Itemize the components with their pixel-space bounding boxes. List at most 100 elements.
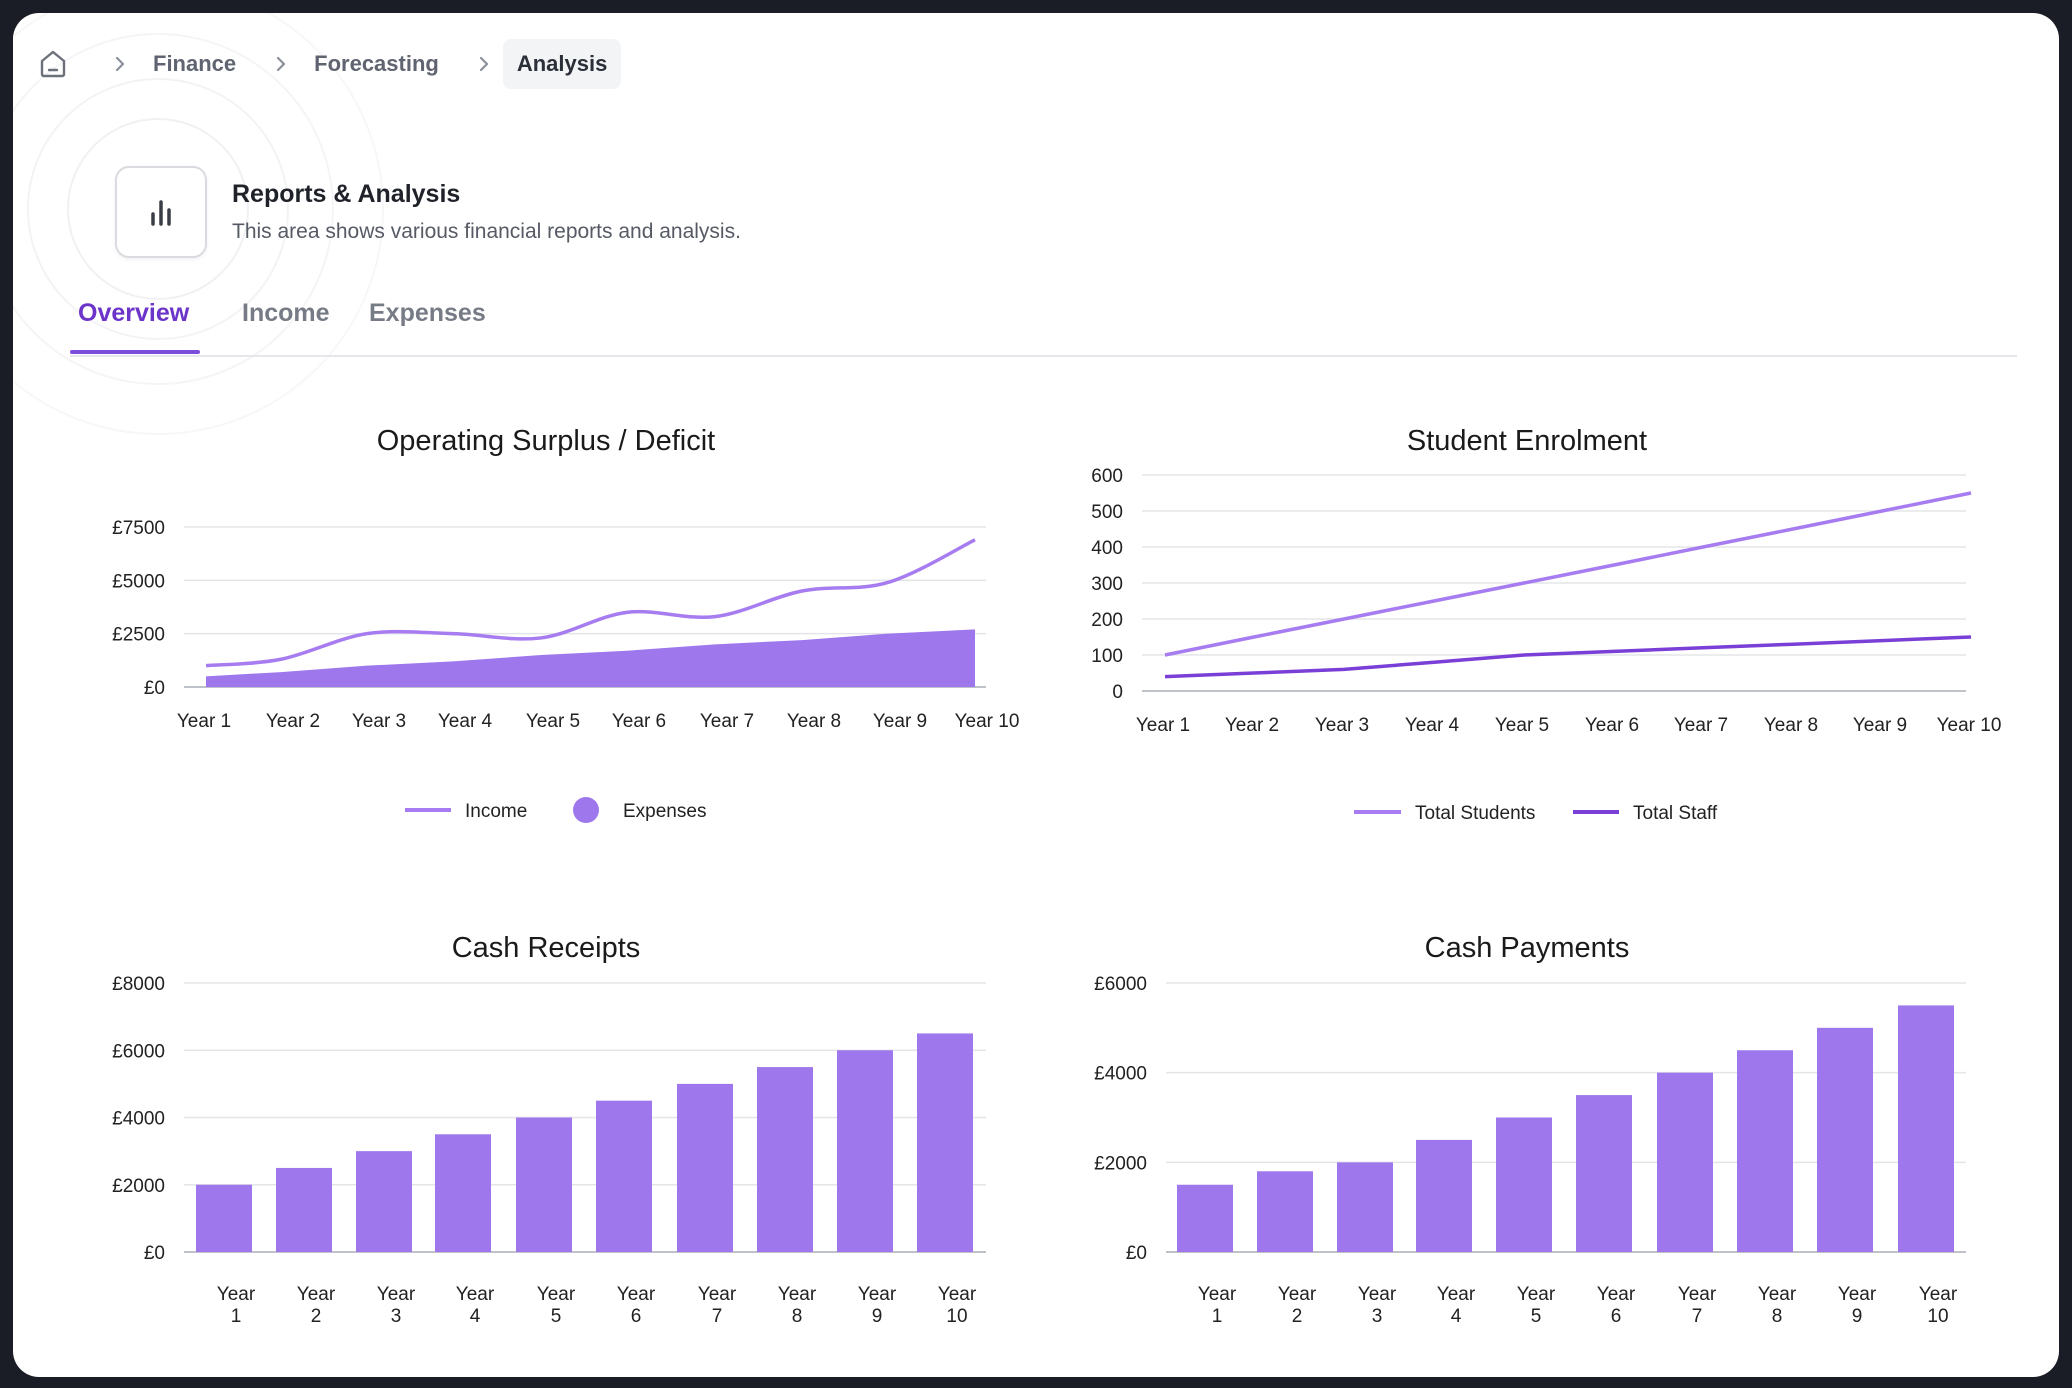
cash-receipts-chart-bar [196,1184,252,1252]
enrolment-chart-ytick-label: 100 [1091,646,1123,667]
breadcrumb-forecasting[interactable]: Forecasting [314,51,439,76]
enrolment-chart-ytick-label: 400 [1091,538,1123,559]
cash-payments-chart-ytick-label: £6000 [1094,974,1147,995]
surplus-chart-legend-income: Income [465,801,527,822]
cash-payments-chart-bar [1257,1171,1313,1252]
cash-payments-chart-xtick-label: Year 1 [1198,1284,1237,1327]
surplus-chart-title: Operating Surplus / Deficit [377,425,715,457]
enrolment-chart-ytick-label: 300 [1091,574,1123,595]
cash-payments-chart-xtick-label: Year 5 [1517,1284,1556,1327]
enrolment-chart-title: Student Enrolment [1407,425,1647,457]
enrolment-chart-xtick-label: Year 5 [1495,715,1549,736]
page-subtitle: This area shows various financial report… [232,220,741,243]
enrolment-chart-xtick-label: Year 9 [1853,715,1907,736]
charts-area: Operating Surplus / Deficit £0 £2500 £5000 £… [112,425,2002,1327]
page-title: Reports & Analysis [232,180,461,208]
cash-receipts-chart-bar [917,1033,973,1252]
cash-receipts-chart-xtick-label: Year 1 [217,1284,256,1327]
tab-overview[interactable]: Overview [78,299,190,327]
cash-receipts-chart-xtick-label: Year 7 [698,1284,737,1327]
surplus-chart-ytick-label: £2500 [112,625,165,646]
cash-receipts-chart-xtick-label: Year 9 [858,1284,897,1327]
enrolment-chart-xtick-label: Year 6 [1585,715,1639,736]
enrolment-chart-xtick-label: Year 4 [1405,715,1460,736]
enrolment-chart-xtick-label: Year 7 [1674,715,1728,736]
cash-payments-chart-ytick-label: £0 [1126,1243,1147,1264]
cash-payments-chart-xtick-label: Year 8 [1758,1284,1797,1327]
cash-payments-chart-bar [1898,1005,1954,1252]
enrolment-chart-series-staff-line [1164,635,1972,679]
cash-payments-chart-bar [1337,1162,1393,1252]
enrolment-chart-ytick-label: 200 [1091,610,1123,631]
cash-receipts-chart-ytick-label: £2000 [112,1176,165,1197]
surplus-chart-xtick-label: Year 7 [700,711,754,732]
enrolment-chart-ytick-label: 600 [1091,466,1123,487]
cash-payments-chart-xtick-label: Year 10 [1919,1284,1958,1327]
enrolment-chart-ytick-label: 500 [1091,502,1123,523]
surplus-chart-xtick-label: Year 10 [955,711,1020,732]
active-tab-indicator [70,350,200,354]
surplus-chart-xtick-label: Year 4 [438,711,493,732]
enrolment-chart-xtick-label: Year 8 [1764,715,1818,736]
surplus-chart-xtick-label: Year 5 [526,711,580,732]
enrolment-chart-xtick-label: Year 10 [1937,715,2002,736]
cash-receipts-chart-bar [837,1050,893,1252]
cash-receipts-chart-xtick-label: Year 4 [456,1284,495,1327]
enrolment-chart-xtick-label: Year 3 [1315,715,1369,736]
surplus-chart-legend-expenses: Expenses [623,801,706,822]
cash-payments-chart-bar [1416,1139,1472,1252]
cash-receipts-chart-xtick-label: Year 10 [938,1284,977,1327]
cash-receipts-chart-bar [677,1083,733,1252]
cash-payments-chart-bar [1657,1072,1713,1252]
cash-payments-chart-title: Cash Payments [1425,932,1630,964]
enrolment-chart-ytick-label: 0 [1112,682,1123,703]
app-window: Finance Forecasting Analysis Reports & A… [13,13,2059,1377]
cash-receipts-chart-bar [757,1067,813,1252]
surplus-chart-xtick-label: Year 3 [352,711,406,732]
surplus-chart-legend-expenses-swatch [573,797,599,823]
surplus-chart-xtick-label: Year 2 [266,711,320,732]
cash-receipts-chart-xtick-label: Year 3 [377,1284,416,1327]
home-icon[interactable] [35,46,71,82]
cash-receipts-chart-bar [356,1151,412,1252]
cash-receipts-chart-ytick-label: £6000 [112,1041,165,1062]
cash-payments-chart-xtick-label: Year 2 [1278,1284,1317,1327]
cash-payments-chart-xtick-label: Year 6 [1597,1284,1636,1327]
enrolment-chart-legend-staff: Total Staff [1633,803,1718,824]
enrolment-chart-series-students-line [1164,491,1972,657]
chevron-right-icon [477,55,491,73]
cash-receipts-chart-xtick-label: Year 5 [537,1284,576,1327]
cash-payments-chart-bar [1177,1184,1233,1252]
cash-receipts-chart-ytick-label: £4000 [112,1109,165,1130]
cash-receipts-chart-bar [516,1117,572,1252]
cash-payments-chart-bar [1737,1050,1793,1252]
cash-payments-chart-xtick-label: Year 3 [1358,1284,1397,1327]
surplus-chart-xtick-label: Year 9 [873,711,927,732]
surplus-chart-ytick-label: £5000 [112,571,165,592]
breadcrumb-analysis[interactable]: Analysis [502,39,622,89]
cash-payments-chart-bar [1496,1117,1552,1252]
bar-chart-icon [115,166,207,258]
surplus-chart-ytick-label: £7500 [112,518,165,539]
chevron-right-icon [113,55,127,73]
surplus-chart-xtick-label: Year 8 [787,711,841,732]
cash-receipts-chart-bar [596,1100,652,1252]
cash-receipts-chart-xtick-label: Year 8 [778,1284,817,1327]
cash-receipts-chart-bar [435,1134,491,1252]
cash-receipts-chart-xtick-label: Year 6 [617,1284,656,1327]
cash-receipts-chart-bar [276,1167,332,1252]
cash-payments-chart-ytick-label: £4000 [1094,1064,1147,1085]
tab-income[interactable]: Income [242,299,330,327]
cash-receipts-chart-ytick-label: £8000 [112,974,165,995]
chevron-right-icon [274,55,288,73]
cash-receipts-chart-ytick-label: £0 [144,1243,165,1264]
cash-payments-chart-bar [1576,1095,1632,1252]
surplus-chart-xtick-label: Year 6 [612,711,666,732]
tab-expenses[interactable]: Expenses [369,299,486,327]
breadcrumb-finance[interactable]: Finance [153,51,237,76]
cash-receipts-chart-title: Cash Receipts [452,932,641,964]
cash-payments-chart-ytick-label: £2000 [1094,1153,1147,1174]
tab-bar: Overview Income Expenses [70,293,2017,357]
cash-payments-chart-xtick-label: Year 4 [1437,1284,1476,1327]
surplus-chart-xtick-label: Year 1 [177,711,231,732]
